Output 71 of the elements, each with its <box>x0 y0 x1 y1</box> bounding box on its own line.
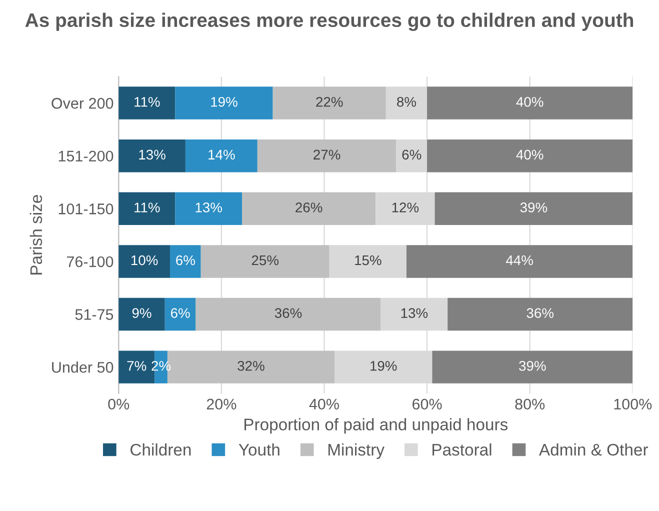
bar <box>196 298 381 331</box>
chart-title: As parish size increases more resources go to children and youth <box>25 12 634 31</box>
x-tick-label: 100% <box>614 398 652 410</box>
data-label: 36% <box>526 308 554 318</box>
data-label: 44% <box>506 255 533 266</box>
data-label: 19% <box>370 360 397 371</box>
data-label: 26% <box>296 202 322 212</box>
data-label: 40% <box>516 96 544 107</box>
x-tick-label: 60% <box>412 398 442 410</box>
bar <box>170 245 201 278</box>
x-tick-label: 40% <box>309 398 339 410</box>
legend-label: Youth <box>238 443 280 456</box>
data-label: 6% <box>170 308 190 318</box>
data-label: 32% <box>238 360 264 371</box>
data-label: 27% <box>314 150 340 160</box>
bar <box>118 139 186 172</box>
data-label: 14% <box>208 150 235 160</box>
data-label: 25% <box>252 255 279 266</box>
bar <box>118 86 176 120</box>
y-axis-title: Parish size <box>30 195 42 274</box>
data-label: 40% <box>516 150 544 160</box>
bar <box>175 192 242 226</box>
data-label: 10% <box>131 255 158 266</box>
bar <box>272 86 386 120</box>
bar <box>406 245 633 278</box>
x-axis-title: Proportion of paid and unpaid hours <box>244 418 508 434</box>
x-tick-label: 0% <box>108 398 130 410</box>
data-label: 7% <box>127 361 146 371</box>
data-label: 9% <box>132 308 152 318</box>
y-tick-label: Under 50 <box>52 362 114 373</box>
legend-label: Pastoral <box>432 443 492 456</box>
bar <box>242 192 376 226</box>
legend-label: Children <box>130 443 191 456</box>
data-label: 11% <box>134 202 160 212</box>
data-label: 13% <box>196 202 222 212</box>
y-tick-label: 151-200 <box>58 150 114 162</box>
bar <box>448 298 633 331</box>
y-tick-label: 51-75 <box>75 309 114 320</box>
bar <box>329 245 406 278</box>
bar <box>164 298 196 331</box>
bar <box>434 192 633 226</box>
legend-label: Admin & Other <box>539 443 648 456</box>
data-label: 19% <box>211 96 238 107</box>
data-label: 22% <box>316 96 343 107</box>
y-tick-label: Over 200 <box>52 98 114 109</box>
data-label: 11% <box>134 97 160 107</box>
data-label: 13% <box>401 308 428 318</box>
bar <box>118 245 170 278</box>
bar <box>185 139 258 172</box>
bar <box>427 86 633 120</box>
legend-label: Ministry <box>328 443 384 459</box>
data-label: 15% <box>355 255 382 266</box>
data-label: 36% <box>274 308 302 318</box>
x-tick-label: 80% <box>515 398 545 410</box>
bar <box>118 298 165 331</box>
y-tick-label: 101-150 <box>58 204 114 214</box>
data-label: 39% <box>520 202 548 212</box>
bar <box>118 192 176 226</box>
bar <box>175 86 273 120</box>
data-label: 39% <box>519 360 546 371</box>
data-label: 6% <box>402 150 422 160</box>
x-tick-label: 20% <box>206 398 236 410</box>
y-tick-label: 76-100 <box>66 256 114 268</box>
data-label: 6% <box>176 255 195 266</box>
data-label: 12% <box>392 202 419 212</box>
bar <box>200 245 330 278</box>
bar <box>432 350 633 384</box>
bar <box>257 139 396 172</box>
data-label: 13% <box>139 150 166 160</box>
bar <box>427 139 633 172</box>
data-label: 8% <box>397 96 416 107</box>
